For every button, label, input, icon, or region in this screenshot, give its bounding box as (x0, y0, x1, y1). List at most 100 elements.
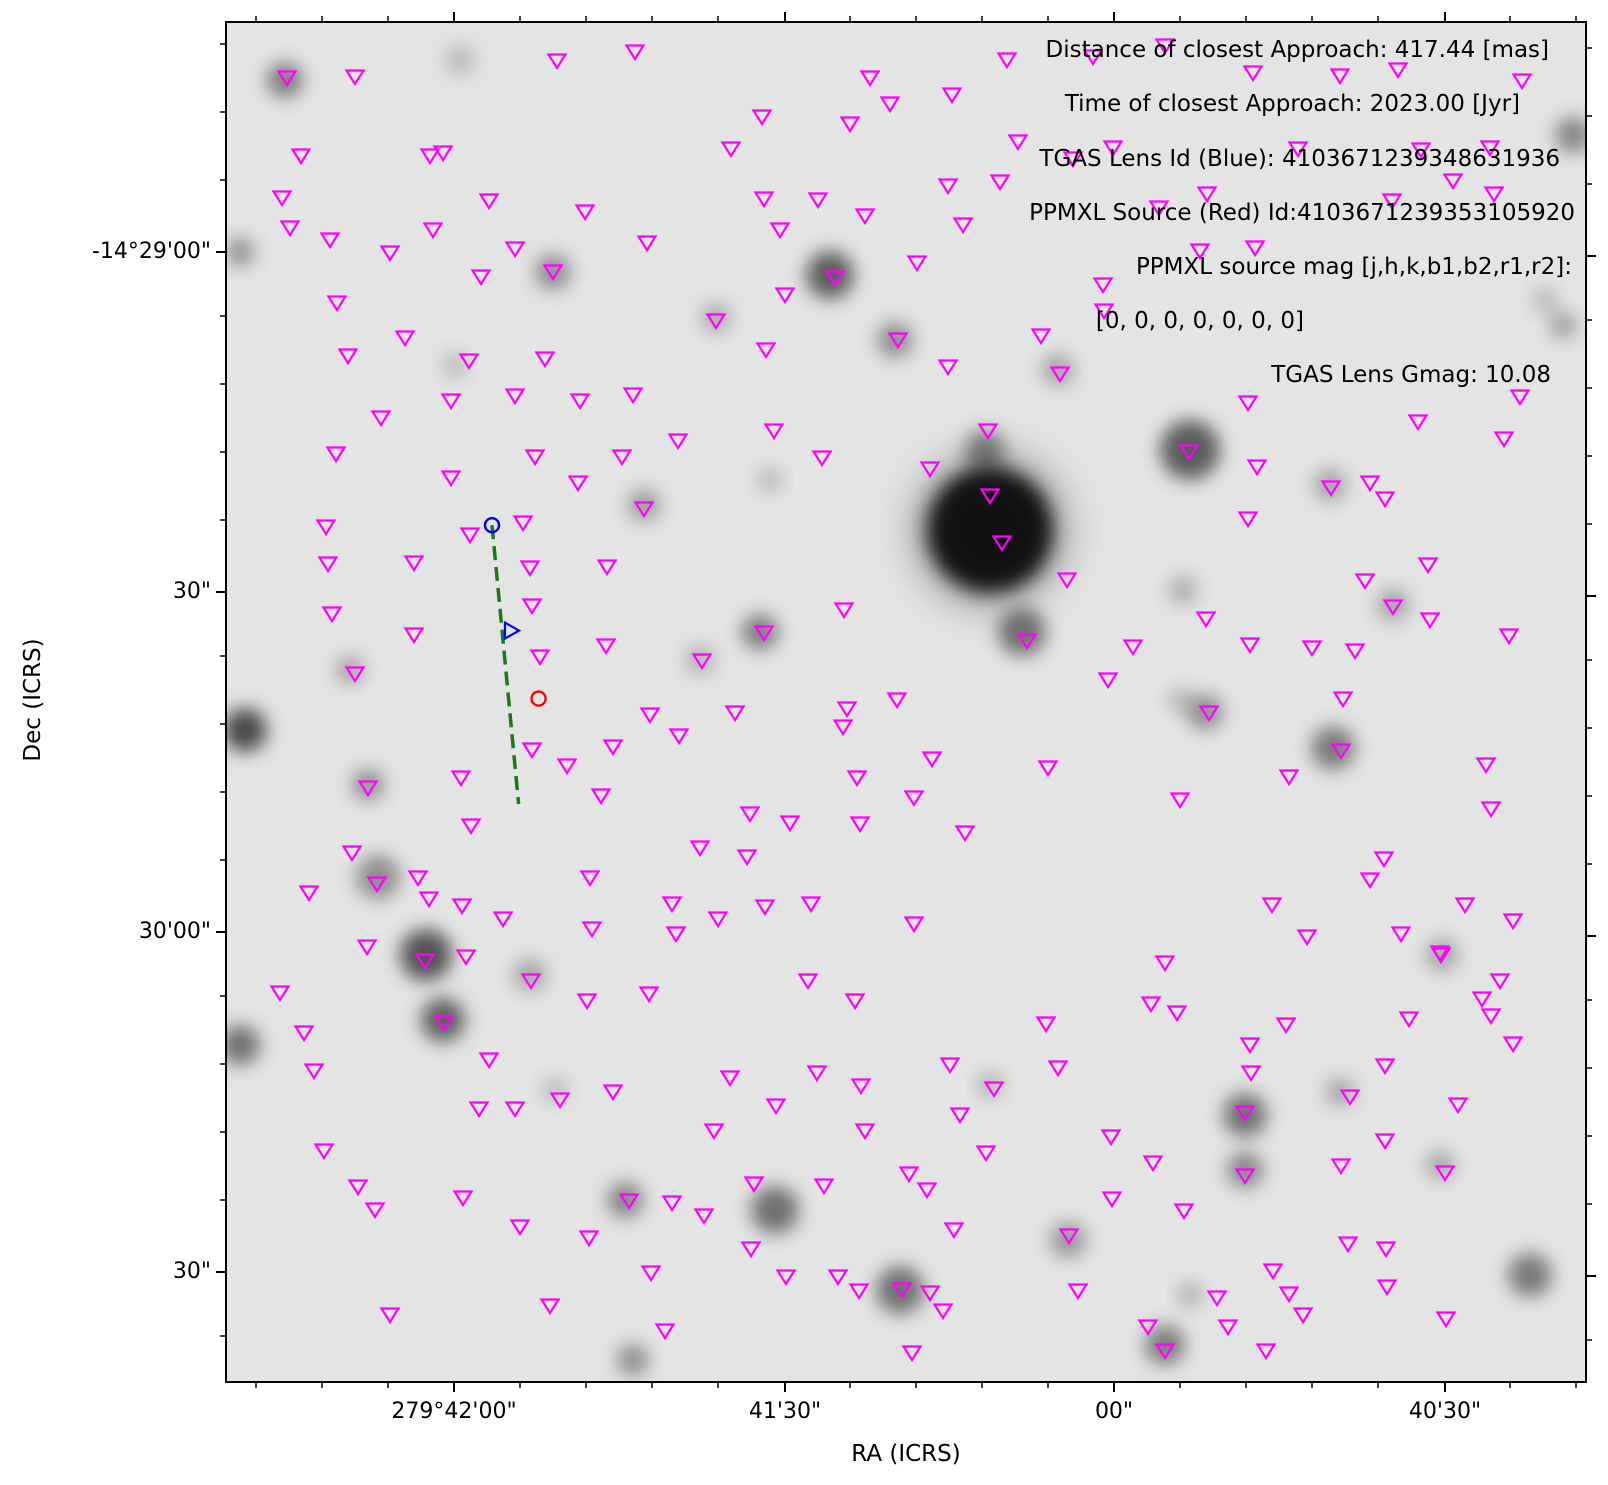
catalog-source-marker (1244, 240, 1266, 258)
axis-ticks (216, 12, 1596, 1392)
catalog-source-marker (611, 449, 633, 467)
background-star (965, 430, 1005, 470)
catalog-source-marker (693, 1208, 715, 1226)
catalog-source-marker (854, 1123, 876, 1141)
catalog-source-marker (1261, 897, 1283, 915)
catalog-source-marker (622, 387, 644, 405)
catalog-source-marker (1140, 996, 1162, 1014)
lens-star-halo (920, 460, 1060, 600)
catalog-source-marker (661, 896, 683, 914)
catalog-source-marker (633, 501, 655, 519)
catalog-source-marker (1093, 303, 1115, 321)
catalog-source-marker (903, 790, 925, 808)
catalog-source-marker (325, 446, 347, 464)
catalog-source-marker (432, 145, 454, 163)
catalog-source-marker (1239, 637, 1261, 655)
annotation-distance: Distance of closest Approach: 417.44 [ma… (1046, 37, 1549, 63)
catalog-source-marker (740, 1241, 762, 1259)
annotation-mag-values: [0, 0, 0, 0, 0, 0, 0] (1096, 308, 1304, 334)
catalog-source-marker (576, 993, 598, 1011)
catalog-source-marker (546, 53, 568, 71)
catalog-source-marker (1137, 1319, 1159, 1337)
y-tick-label: 30" (173, 579, 211, 604)
catalog-source-marker (1502, 1036, 1524, 1054)
catalog-source-marker (1058, 1228, 1080, 1246)
catalog-source-marker (1429, 945, 1451, 963)
catalog-source-marker (1206, 1290, 1228, 1308)
catalog-source-marker (539, 1298, 561, 1316)
catalog-source-marker (1296, 929, 1318, 947)
catalog-source-marker (638, 986, 660, 1004)
catalog-source-marker (1154, 1343, 1176, 1361)
catalog-source-marker (313, 1143, 335, 1161)
catalog-source-marker (850, 1078, 872, 1096)
catalog-source-marker (344, 666, 366, 684)
catalog-source-marker (317, 556, 339, 574)
catalog-source-marker (1480, 801, 1502, 819)
catalog-source-marker (1195, 611, 1217, 629)
background-star (1426, 1151, 1454, 1179)
catalog-source-marker (739, 806, 761, 824)
catalog-source-marker (1234, 1105, 1256, 1123)
source-marker (530, 690, 547, 707)
catalog-source-marker (661, 1195, 683, 1213)
catalog-source-marker (579, 870, 601, 888)
catalog-source-marker (370, 410, 392, 428)
catalog-source-marker (504, 1101, 526, 1119)
catalog-source-marker (624, 44, 646, 62)
catalog-source-marker (1067, 1283, 1089, 1301)
catalog-source-marker (811, 450, 833, 468)
catalog-source-marker (1337, 1236, 1359, 1254)
catalog-source-marker (1154, 955, 1176, 973)
x-tick-label: 41'30" (749, 1399, 821, 1424)
catalog-source-marker (1082, 49, 1104, 67)
catalog-source-marker (596, 559, 618, 577)
catalog-source-marker (1047, 1060, 1069, 1078)
catalog-source-marker (1287, 141, 1309, 159)
catalog-source-marker (276, 70, 298, 88)
background-star (443, 353, 467, 377)
catalog-source-marker (1217, 1319, 1239, 1337)
catalog-source-marker (504, 241, 526, 259)
catalog-source-marker (949, 1107, 971, 1125)
star-field (226, 46, 1586, 1376)
catalog-source-marker (919, 1285, 941, 1303)
x-tick-label: 40'30" (1409, 1399, 1481, 1424)
background-star (876, 1266, 924, 1314)
catalog-source-marker (1154, 38, 1176, 56)
catalog-source-marker (755, 342, 777, 360)
lens-epoch-marker (503, 620, 522, 641)
catalog-source-marker (705, 313, 727, 331)
catalog-source-marker (602, 739, 624, 757)
catalog-source-marker (567, 475, 589, 493)
x-tick-label: 00" (1095, 1399, 1133, 1424)
background-star (421, 998, 465, 1042)
catalog-source-marker (689, 840, 711, 858)
catalog-source-marker (1434, 1165, 1456, 1183)
background-star (1223, 1093, 1267, 1137)
catalog-source-marker (521, 598, 543, 616)
catalog-source-marker (1037, 760, 1059, 778)
catalog-source-marker (769, 222, 791, 240)
catalog-source-marker (394, 330, 416, 348)
catalog-source-marker (921, 751, 943, 769)
catalog-source-marker (1373, 851, 1395, 869)
catalog-source-marker (414, 953, 436, 971)
catalog-source-marker (1359, 872, 1381, 890)
catalog-source-marker (1178, 444, 1200, 462)
catalog-source-marker (751, 109, 773, 127)
catalog-source-marker (1173, 1203, 1195, 1221)
catalog-source-marker (1375, 1241, 1397, 1259)
catalog-source-marker (854, 208, 876, 226)
catalog-source-marker (848, 1283, 870, 1301)
catalog-source-marker (1498, 628, 1520, 646)
catalog-source-marker (1479, 140, 1501, 158)
background-star (535, 254, 571, 290)
catalog-source-marker (1480, 1008, 1502, 1026)
catalog-source-marker (636, 235, 658, 253)
lens-overlay (483, 517, 547, 805)
catalog-source-marker (521, 742, 543, 760)
background-star (751, 1186, 799, 1234)
catalog-source-marker (1237, 511, 1259, 529)
catalog-source-marker (549, 1092, 571, 1110)
